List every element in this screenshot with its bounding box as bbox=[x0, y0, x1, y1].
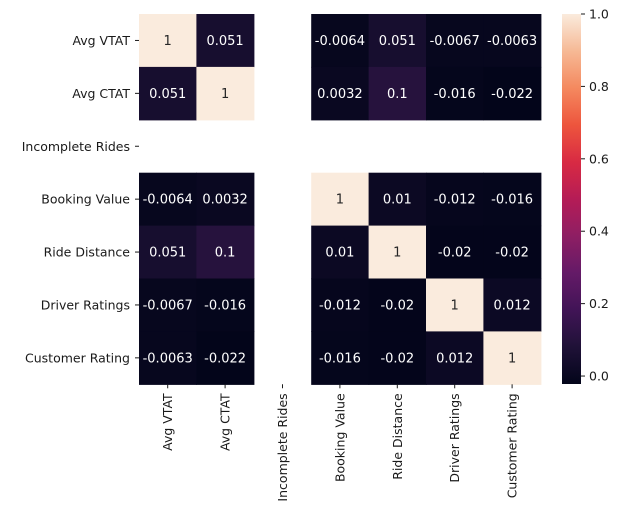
heatmap-cell bbox=[483, 14, 542, 68]
cell-annotation: -0.022 bbox=[204, 351, 246, 366]
x-tick-label: Booking Value bbox=[332, 393, 347, 482]
y-tick-label: Customer Rating bbox=[25, 350, 130, 365]
cell-annotation: -0.02 bbox=[438, 246, 472, 261]
x-tick-label: Driver Ratings bbox=[447, 393, 462, 482]
cell-annotation: -0.012 bbox=[319, 298, 361, 313]
cell-annotation: 0.1 bbox=[215, 246, 236, 261]
cell-annotation: -0.0067 bbox=[430, 34, 480, 49]
heatmap-cell bbox=[426, 14, 484, 68]
y-tick-label: Incomplete Rides bbox=[22, 139, 130, 154]
heatmap-annotations: 1 0.051 -0.0064 0.051 -0.0067 -0.0063 0.051 1 0.… bbox=[143, 34, 538, 366]
cell-annotation: -0.012 bbox=[434, 193, 476, 208]
heatmap-cell bbox=[196, 278, 255, 332]
heatmap-cell bbox=[483, 66, 542, 121]
colorbar-tick-label: 0.6 bbox=[589, 151, 609, 166]
cell-annotation: -0.02 bbox=[380, 351, 414, 366]
heatmap-cell bbox=[196, 331, 255, 385]
cell-annotation: 0.012 bbox=[493, 298, 530, 313]
heatmap-cell bbox=[483, 331, 542, 385]
cell-annotation: 1 bbox=[164, 34, 172, 49]
cell-annotation: -0.016 bbox=[434, 87, 476, 102]
heatmap-cell bbox=[368, 172, 427, 227]
cell-annotation: -0.02 bbox=[495, 246, 529, 261]
heatmap-cells bbox=[139, 14, 542, 385]
heatmap-cell bbox=[483, 278, 542, 332]
heatmap-cell bbox=[139, 14, 197, 68]
cell-annotation: -0.02 bbox=[380, 298, 414, 313]
x-tick-label: Incomplete Rides bbox=[275, 393, 290, 501]
heatmap-cell bbox=[483, 225, 542, 280]
heatmap-cell bbox=[426, 331, 484, 385]
heatmap-cell bbox=[426, 225, 484, 280]
cell-annotation: 0.051 bbox=[379, 34, 416, 49]
colorbar-tick-label: 0.0 bbox=[589, 369, 609, 384]
heatmap-cell bbox=[368, 14, 427, 68]
x-tick-label: Avg VTAT bbox=[160, 393, 175, 451]
cell-annotation: -0.0063 bbox=[143, 351, 193, 366]
heatmap-cell bbox=[483, 172, 542, 227]
heatmap-cell bbox=[426, 172, 484, 227]
cell-annotation: 0.051 bbox=[206, 34, 243, 49]
heatmap-cell bbox=[426, 278, 484, 332]
colorbar-tick-label: 0.4 bbox=[589, 224, 609, 239]
cell-annotation: 0.051 bbox=[149, 246, 186, 261]
cell-annotation: -0.0064 bbox=[143, 193, 193, 208]
cell-annotation: 0.051 bbox=[149, 87, 186, 102]
colorbar: 0.0 0.2 0.4 0.6 0.8 1.0 bbox=[562, 7, 609, 384]
colorbar-tick-label: 0.8 bbox=[589, 79, 609, 94]
x-axis-ticks: Avg VTAT Avg CTAT Incomplete Rides Booking … bbox=[160, 384, 520, 502]
heatmap-cell bbox=[139, 331, 197, 385]
cell-annotation: 0.0032 bbox=[317, 87, 363, 102]
y-tick-label: Booking Value bbox=[41, 192, 130, 207]
heatmap-cell bbox=[368, 66, 427, 121]
y-tick-label: Avg CTAT bbox=[72, 86, 130, 101]
cell-annotation: 1 bbox=[336, 193, 344, 208]
y-tick-label: Avg VTAT bbox=[72, 33, 130, 48]
cell-annotation: 0.01 bbox=[383, 193, 412, 208]
cell-annotation: -0.0064 bbox=[315, 34, 365, 49]
cell-annotation: -0.016 bbox=[204, 298, 246, 313]
heatmap-cell bbox=[139, 66, 197, 121]
cell-annotation: 1 bbox=[451, 298, 459, 313]
cell-annotation: 0.1 bbox=[387, 87, 408, 102]
heatmap-cell bbox=[311, 172, 370, 227]
colorbar-tick-label: 0.2 bbox=[589, 296, 609, 311]
y-tick-label: Ride Distance bbox=[44, 245, 131, 260]
heatmap-cell bbox=[311, 225, 370, 280]
cell-annotation: -0.022 bbox=[491, 87, 533, 102]
heatmap-cell bbox=[311, 66, 370, 121]
heatmap-cell bbox=[368, 225, 427, 280]
x-tick-label: Customer Rating bbox=[505, 393, 520, 498]
heatmap-cell bbox=[311, 278, 370, 332]
heatmap-cell bbox=[196, 66, 255, 121]
heatmap-cell bbox=[196, 172, 255, 227]
heatmap-cell bbox=[139, 278, 197, 332]
heatmap-cell bbox=[426, 66, 484, 121]
heatmap-cell bbox=[139, 225, 197, 280]
heatmap-cell bbox=[196, 14, 255, 68]
y-tick-label: Driver Ratings bbox=[41, 297, 130, 312]
cell-annotation: -0.016 bbox=[491, 193, 533, 208]
cell-annotation: 0.012 bbox=[436, 351, 473, 366]
heatmap-cell bbox=[311, 14, 370, 68]
heatmap-cell bbox=[368, 331, 427, 385]
cell-annotation: 1 bbox=[393, 246, 401, 261]
colorbar-tick-label: 1.0 bbox=[589, 7, 609, 22]
cell-annotation: -0.0063 bbox=[487, 34, 537, 49]
heatmap-cell bbox=[368, 278, 427, 332]
heatmap-cell bbox=[196, 225, 255, 280]
cell-annotation: 1 bbox=[221, 87, 229, 102]
x-tick-label: Avg CTAT bbox=[218, 393, 233, 451]
colorbar-gradient bbox=[562, 14, 581, 384]
cell-annotation: -0.0067 bbox=[143, 298, 193, 313]
heatmap-cell bbox=[139, 172, 197, 227]
cell-annotation: -0.016 bbox=[319, 351, 361, 366]
x-tick-label: Ride Distance bbox=[390, 393, 405, 480]
cell-annotation: 1 bbox=[508, 351, 516, 366]
cell-annotation: 0.01 bbox=[325, 246, 354, 261]
heatmap-cell bbox=[311, 331, 370, 385]
cell-annotation: 0.0032 bbox=[202, 193, 248, 208]
y-axis-ticks: Avg VTAT Avg CTAT Incomplete Rides Booking … bbox=[22, 33, 139, 365]
